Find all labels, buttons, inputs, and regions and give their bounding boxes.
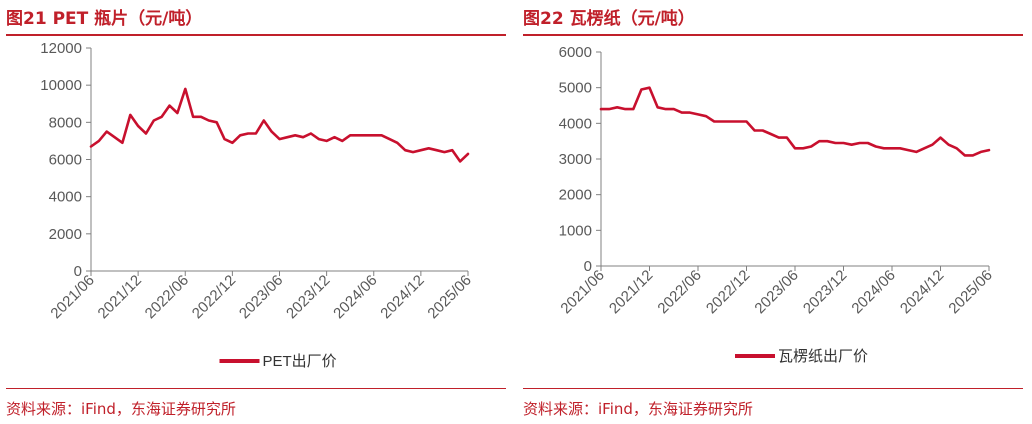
legend-label: 瓦楞纸出厂价 xyxy=(778,348,868,365)
legend-label: PET出厂价 xyxy=(263,353,337,370)
y-tick-label: 6000 xyxy=(49,152,82,169)
x-tick-label: 2022/12 xyxy=(189,272,239,322)
y-tick-label: 8000 xyxy=(49,114,82,131)
y-tick-label: 4000 xyxy=(559,115,592,132)
source-note: 资料来源：iFind，东海证券研究所 xyxy=(6,400,236,418)
y-tick-label: 4000 xyxy=(49,189,82,206)
x-tick-label: 2023/12 xyxy=(800,267,850,317)
y-tick-label: 2000 xyxy=(559,187,592,204)
x-tick-label: 2025/06 xyxy=(945,267,995,317)
x-tick-label: 2022/06 xyxy=(654,267,704,317)
pet-line-chart: 0 2000 4000 6000 8000 10000 12000 2021/062021/1… xyxy=(40,40,475,370)
y-tick-label: 0 xyxy=(74,263,82,280)
y-tick-label: 3000 xyxy=(559,151,592,168)
source-note: 资料来源：iFind，东海证券研究所 xyxy=(523,400,753,418)
y-tick-label: 5000 xyxy=(559,80,592,97)
x-tick-label: 2024/12 xyxy=(377,272,427,322)
x-tick-label: 2022/12 xyxy=(703,267,753,317)
x-tick-label: 2024/06 xyxy=(848,267,898,317)
y-tick-label: 2000 xyxy=(49,226,82,243)
x-tick-label: 2024/12 xyxy=(897,267,947,317)
x-tick-label: 2023/12 xyxy=(283,272,333,322)
y-tick-label: 12000 xyxy=(40,40,82,57)
source-divider xyxy=(6,388,506,389)
series-line xyxy=(599,86,991,157)
chart-title: 图21 PET 瓶片（元/吨） xyxy=(6,9,203,29)
x-tick-label: 2021/06 xyxy=(557,267,607,317)
x-tick-label: 2021/12 xyxy=(95,272,145,322)
x-tick-label: 2022/06 xyxy=(142,272,192,322)
series-line xyxy=(89,87,470,163)
y-tick-label: 1000 xyxy=(559,222,592,239)
y-tick-label: 6000 xyxy=(559,44,592,61)
y-tick-label: 10000 xyxy=(40,77,82,94)
y-tick-label: 0 xyxy=(584,258,592,275)
title-divider xyxy=(6,34,506,36)
x-tick-label: 2021/06 xyxy=(47,272,97,322)
chart-title: 图22 瓦楞纸（元/吨） xyxy=(523,9,695,29)
chart-panel-corrugated-paper: 图22 瓦楞纸（元/吨） 0 1000 2000 3000 4000 5000 6000 20… xyxy=(523,0,1029,424)
chart-panel-pet: 图21 PET 瓶片（元/吨） 0 2000 4000 6000 8000 10000 12… xyxy=(6,0,512,424)
x-tick-label: 2024/06 xyxy=(330,272,380,322)
x-tick-label: 2023/06 xyxy=(236,272,286,322)
x-tick-label: 2021/12 xyxy=(606,267,656,317)
corrugated-paper-line-chart: 01000200030004000500060002021/062021/122… xyxy=(557,44,995,365)
title-divider xyxy=(523,34,1023,36)
x-tick-label: 2023/06 xyxy=(751,267,801,317)
x-tick-label: 2025/06 xyxy=(424,272,474,322)
source-divider xyxy=(523,388,1023,389)
